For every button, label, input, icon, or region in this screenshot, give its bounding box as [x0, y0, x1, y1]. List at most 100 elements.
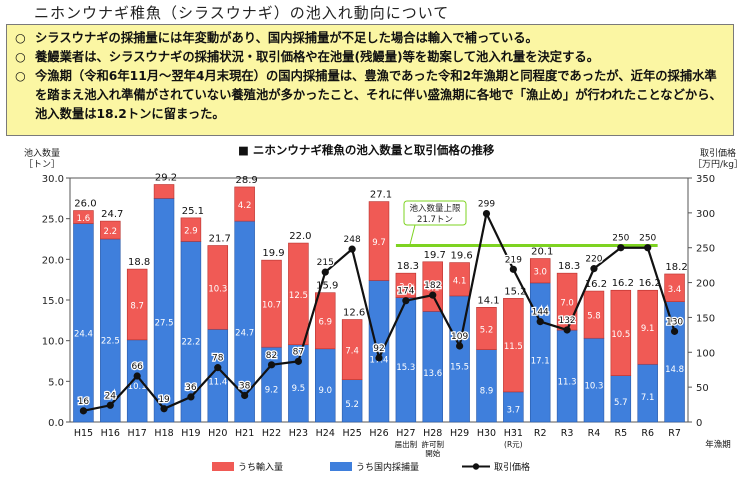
bar-import — [315, 292, 336, 350]
import-value-label: 3.0 — [533, 268, 547, 278]
bullet-mark: ○ — [15, 69, 26, 83]
x-tick-label: H28 — [423, 428, 442, 439]
summary-item: ○ 今漁期（令和6年11月～翌年4月末現在）の国内採捕量は、豊漁であった令和2年… — [15, 67, 725, 124]
total-value-label: 15.2 — [504, 286, 526, 297]
domestic-value-label: 14.8 — [665, 365, 684, 375]
y2-tick-label: 50 — [696, 383, 709, 394]
price-value-label: 78 — [212, 354, 224, 364]
import-value-label: 8.7 — [130, 301, 144, 311]
summary-text: シラスウナギの採捕量には年変動があり、国内採捕量が不足した場合は輸入で補っている… — [35, 31, 538, 45]
domestic-value-label: 11.3 — [558, 378, 577, 388]
y-tick-label: 0.0 — [48, 418, 64, 429]
price-point — [456, 342, 464, 350]
price-point — [241, 391, 249, 400]
x-tick-label: H19 — [181, 428, 200, 439]
price-point — [482, 209, 491, 218]
price-value-label: 130 — [666, 317, 683, 327]
import-value-label: 10.3 — [208, 284, 227, 294]
x-tick-label: R3 — [561, 428, 574, 439]
price-point — [348, 245, 356, 253]
y2-tick-label: 0 — [696, 418, 702, 429]
y2-tick-label: 350 — [696, 174, 715, 185]
x-tick-label: H26 — [369, 428, 388, 439]
bar-import — [583, 290, 605, 339]
price-value-label: 220 — [585, 255, 602, 265]
bar-import — [610, 289, 632, 376]
domestic-value-label: 8.9 — [480, 386, 494, 396]
bar-domestic — [126, 339, 148, 423]
summary-item: ○ シラスウナギの採捕量には年変動があり、国内採捕量が不足した場合は輸入で補って… — [15, 29, 725, 48]
bar-domestic — [73, 223, 94, 423]
total-value-label: 18.3 — [397, 261, 419, 272]
bar-import — [234, 186, 255, 222]
x-tick-label: R7 — [668, 428, 681, 439]
price-value-label: 250 — [639, 234, 656, 244]
x-tick-label: H29 — [450, 428, 469, 439]
x-tick-sublabel: (R元) — [504, 440, 523, 449]
x-tick-label: R6 — [641, 428, 654, 439]
import-value-label: 2.9 — [184, 227, 198, 237]
price-point — [509, 265, 517, 273]
domestic-value-label: 9.2 — [265, 385, 279, 395]
bar-import — [207, 245, 229, 330]
import-value-label: 7.4 — [345, 347, 359, 357]
bar-import — [503, 298, 524, 393]
x-tick-label: H17 — [128, 428, 147, 439]
x-tick-label: H31 — [504, 428, 523, 439]
domestic-value-label: 24.7 — [235, 329, 254, 339]
domestic-value-label: 9.5 — [292, 384, 306, 394]
total-value-label: 19.7 — [424, 250, 446, 261]
domestic-value-label: 24.4 — [74, 330, 93, 340]
bar-import — [529, 258, 551, 284]
legend-swatch-import — [212, 462, 234, 471]
chart-title: ■ ニホンウナギ稚魚の池入数量と取引価格の推移 — [238, 143, 495, 157]
y-tick-label: 10.0 — [42, 337, 64, 348]
price-value-label: 19 — [158, 395, 170, 405]
y2-tick-label: 250 — [696, 244, 715, 255]
price-point — [644, 244, 652, 252]
price-point — [187, 393, 195, 401]
x-tick-sublabel: 許可制 — [421, 439, 444, 449]
x-tick-sublabel: 届出制 — [395, 439, 418, 449]
total-value-label: 16.2 — [612, 278, 634, 289]
bar-import — [100, 220, 121, 240]
legend-swatch-domestic — [330, 462, 352, 471]
import-value-label: 7.0 — [560, 299, 574, 309]
bar-import — [126, 268, 148, 341]
import-value-label: 3.0 — [399, 282, 413, 292]
total-value-label: 18.3 — [558, 261, 580, 272]
total-value-label: 12.6 — [343, 308, 365, 319]
domestic-value-label: 5.7 — [614, 398, 628, 408]
price-value-label: 182 — [424, 281, 441, 291]
import-value-label: 9.1 — [641, 324, 655, 334]
import-value-label: 5.8 — [587, 312, 601, 322]
total-value-label: 29.2 — [155, 173, 177, 184]
bar-domestic — [153, 198, 175, 423]
bar-import — [261, 259, 282, 348]
x-tick-label: H22 — [262, 428, 281, 439]
y2-tick-label: 150 — [696, 313, 715, 324]
price-point — [267, 361, 276, 369]
price-value-label: 144 — [532, 308, 549, 318]
bar-import — [288, 242, 309, 346]
domestic-value-label: 22.2 — [181, 338, 200, 348]
bar-import — [449, 262, 470, 297]
domestic-value-label: 15.3 — [396, 363, 415, 373]
price-point — [670, 327, 679, 335]
import-value-label: 11.5 — [504, 342, 523, 352]
total-value-label: 27.1 — [370, 190, 392, 201]
price-point — [375, 354, 383, 362]
price-point — [133, 372, 141, 380]
bar-import — [153, 184, 175, 199]
domestic-value-label: 27.5 — [155, 318, 174, 328]
limit-label: 池入数量上限 — [409, 203, 461, 214]
y-axis-label: 池入数量 — [24, 147, 60, 159]
summary-text: 今漁期（令和6年11月～翌年4月末現在）の国内採捕量は、豊漁であった令和2年漁期… — [35, 69, 722, 121]
price-value-label: 248 — [344, 235, 361, 245]
x-tick-label: H30 — [477, 428, 496, 439]
price-value-label: 299 — [478, 200, 495, 210]
bar-domestic — [556, 329, 578, 423]
price-point — [429, 291, 437, 299]
price-value-label: 82 — [266, 351, 277, 361]
price-point — [160, 405, 168, 413]
